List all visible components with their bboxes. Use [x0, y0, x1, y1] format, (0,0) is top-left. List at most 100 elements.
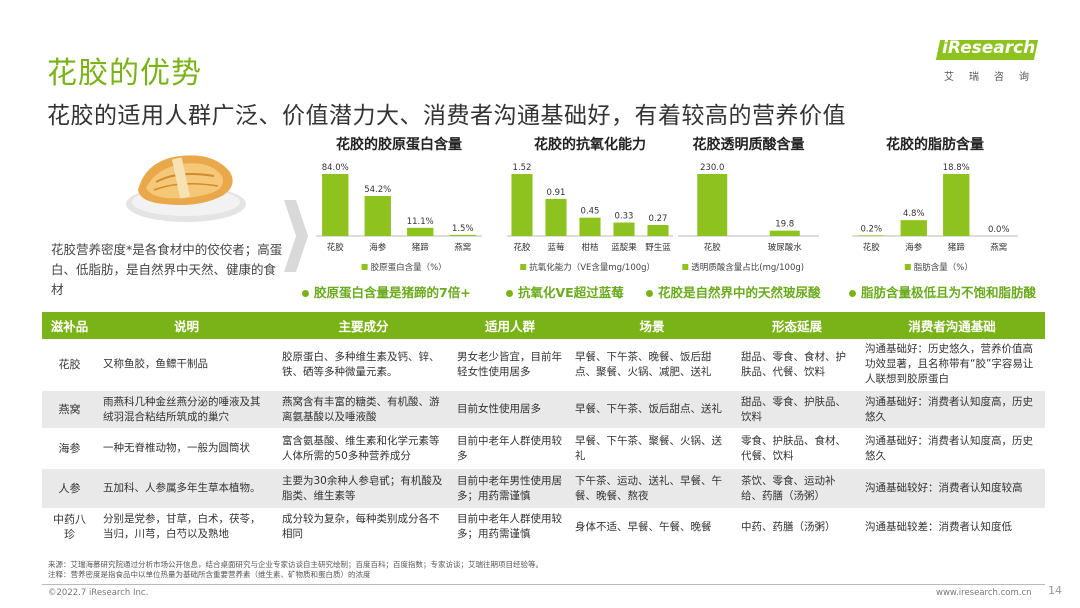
highlight-bar: 胶原蛋白含量是猪蹄的7倍+ 抗氧化VE超过蓝莓 花胶是自然界中的天然玻尿酸 脂肪… — [302, 282, 1062, 300]
legend-label: 透明质酸含量占比(mg/100g) — [691, 262, 804, 273]
table-header-row: 滋补品 说明 主要成分 适用人群 场景 形态延展 消费者沟通基础 — [42, 312, 1045, 339]
table-cell: 胶原蛋白、多种维生素及钙、锌、铁、硒等多种微量元素。 — [276, 339, 451, 391]
table-cell: 甜品、零食、食材、护肤品、代餐、饮料 — [735, 339, 859, 391]
table-cell: 茶饮、零食、运动补给、药膳（汤粥） — [735, 468, 859, 509]
table-cell: 成分较为复杂，每种类别成分各不相同 — [276, 508, 451, 546]
data-label: 1.52 — [513, 163, 532, 173]
table-cell: 下午茶、运动、送礼、早餐、午餐、晚餐、熬夜 — [569, 468, 735, 509]
legend-label: 抗氧化能力（VE含量mg/100g） — [529, 262, 655, 273]
legend-label: 胶原蛋白含量（%） — [371, 262, 447, 273]
table-cell: 早餐、下午茶、晚餐、饭后甜点、聚餐、火锅、减肥、送礼 — [569, 339, 735, 391]
legend-label: 脂肪含量（%） — [914, 262, 973, 273]
table-cell: 目前女性使用居多 — [451, 390, 569, 429]
data-label: 0.2% — [860, 224, 882, 234]
column-header: 形态延展 — [735, 312, 859, 339]
highlight-item: 花胶是自然界中的天然玻尿酸 — [646, 282, 821, 301]
footnote-text: 注释：营养密度是指食品中以单位热量为基础所含重要营养素（维生素、矿物质和蛋白质）… — [48, 570, 371, 579]
highlight-item: 抗氧化VE超过蓝莓 — [506, 282, 624, 301]
antioxidant-chart: 花胶的抗氧化能力 1.52 花胶 0.91 蓝莓 0.45 柑桔 0.33 蓝靛果 0.27 野生… — [505, 132, 675, 302]
column-header: 消费者沟通基础 — [859, 312, 1045, 339]
category-label: 海参 — [905, 242, 923, 253]
bullet-dot-icon — [646, 290, 653, 297]
source-note: 来源：艾瑞海慕研究院通过分析市场公开信息，结合桌面研究与企业专家访谈自主研究绘制… — [48, 560, 948, 580]
table-cell: 分别是党参，甘草，白术，茯苓，当归，川芎，白芍以及熟地 — [97, 508, 276, 546]
chart-legend: 脂肪含量（%） — [904, 262, 973, 273]
legend-swatch — [682, 264, 689, 270]
chart-bar — [545, 198, 567, 236]
chart-bar — [858, 235, 885, 236]
chart-bar — [407, 227, 434, 236]
copyright: ©2022.7 iResearch Inc. — [48, 588, 149, 598]
data-label: 0.45 — [581, 207, 600, 217]
column-header: 场景 — [569, 312, 735, 339]
logo-brand: iResearch — [942, 38, 1036, 58]
chart-legend: 透明质酸含量占比(mg/100g) — [682, 262, 804, 273]
chart-bar — [364, 195, 391, 236]
hyaluronic-chart: 花胶透明质酸含量 230.0 花胶 19.8 玻尿酸水 透明质酸含量占比(mg/100g… — [676, 132, 821, 302]
table-row: 燕窝 雨燕科几种金丝燕分泌的唾液及其绒羽混合粘结所筑成的巢穴 燕窝含有丰富的糖类… — [42, 390, 1045, 429]
category-label: 花胶 — [704, 242, 722, 253]
footer-divider — [42, 584, 1045, 585]
data-label: 19.8 — [775, 220, 794, 230]
highlight-item: 胶原蛋白含量是猪蹄的7倍+ — [302, 282, 471, 301]
page-title: 花胶的优势 — [47, 56, 202, 91]
data-label: 0.27 — [649, 214, 668, 224]
table-cell: 人参 — [42, 468, 97, 509]
chart-bar — [900, 220, 927, 236]
chart-bar — [697, 174, 728, 236]
table-cell: 五加科、人参属多年生草本植物。 — [97, 468, 276, 509]
table-cell: 沟通基础好：消费者认知度高，历史悠久 — [859, 390, 1045, 429]
iresearch-logo: iResearch 艾瑞咨询 — [935, 34, 1039, 84]
table-cell: 沟通基础好：消费者认知度高，历史悠久 — [859, 428, 1045, 469]
chart-bar — [647, 224, 669, 236]
table-cell: 沟通基础较差：消费者认知度低 — [859, 508, 1045, 546]
page-number: 14 — [1048, 584, 1062, 597]
category-label: 海参 — [369, 242, 387, 253]
fat-chart: 花胶的脂肪含量 0.2% 花胶 4.8% 海参 18.8% 猪蹄 0.0% 燕窝 脂肪含量（%） — [850, 132, 1020, 302]
data-label: 11.1% — [407, 217, 434, 227]
table-cell: 身体不适、早餐、午餐、晚餐 — [569, 508, 735, 546]
table-cell: 又称鱼胶，鱼鳔干制品 — [97, 339, 276, 391]
category-label: 花胶 — [513, 242, 531, 253]
collagen-chart: 花胶的胶原蛋白含量 84.0% 花胶 54.2% 海参 11.1% 猪蹄 1.5% 燕窝 胶原蛋… — [314, 132, 484, 302]
table-cell: 燕窝 — [42, 390, 97, 429]
table-cell: 雨燕科几种金丝燕分泌的唾液及其绒羽混合粘结所筑成的巢穴 — [97, 390, 276, 429]
chart-legend: 抗氧化能力（VE含量mg/100g） — [520, 262, 655, 273]
data-label: 1.5% — [452, 224, 474, 234]
table-cell: 目前中老年人群使用较多 — [451, 428, 569, 469]
legend-swatch — [361, 264, 368, 270]
chart-legend: 胶原蛋白含量（%） — [361, 262, 447, 273]
chart-bar — [613, 222, 635, 236]
chart-title: 花胶的脂肪含量 — [886, 137, 984, 153]
table-cell: 海参 — [42, 428, 97, 469]
table-cell: 主要为30余种人参皂甙；有机酸及脂类、维生素等 — [276, 468, 451, 509]
table-cell: 沟通基础较好：消费者认知度较高 — [859, 468, 1045, 509]
chart-bar — [449, 234, 476, 236]
table-cell: 零食、护肤品、食材、代餐、饮料 — [735, 428, 859, 469]
table-cell: 目前中老年男性使用居多；用药需谨慎 — [451, 468, 569, 509]
category-label: 猪蹄 — [948, 242, 966, 253]
column-header: 滋补品 — [42, 312, 97, 339]
chart-title: 花胶透明质酸含量 — [692, 137, 805, 153]
table-cell: 沟通基础好：历史悠久，营养价值高功效显著，且名称带有“胶”字容易让人联想到胶原蛋… — [859, 339, 1045, 391]
data-label: 4.8% — [903, 209, 925, 219]
category-label: 蓝莓 — [547, 242, 565, 253]
legend-swatch — [520, 264, 527, 270]
data-label: 230.0 — [700, 163, 724, 173]
data-label: 0.0% — [988, 225, 1010, 235]
table-cell: 目前中老年人群使用较多；用药需谨慎 — [451, 508, 569, 546]
bullet-dot-icon — [302, 290, 309, 297]
table-cell: 男女老少皆宜，目前年轻女性使用居多 — [451, 339, 569, 391]
table-cell: 中药八珍 — [42, 508, 97, 546]
highlight-item: 脂肪含量极低且为不饱和脂肪酸 — [849, 282, 1036, 301]
column-header: 主要成分 — [276, 312, 451, 339]
chart-title: 花胶的胶原蛋白含量 — [336, 137, 462, 153]
data-label: 18.8% — [943, 163, 970, 173]
nutrition-description: 花胶营养密度*是各食材中的佼佼者；高蛋白、低脂肪，是自然界中天然、健康的食材 — [51, 242, 283, 297]
logo-subtext: 艾瑞咨询 — [944, 72, 1044, 83]
chart-bar — [322, 174, 349, 236]
